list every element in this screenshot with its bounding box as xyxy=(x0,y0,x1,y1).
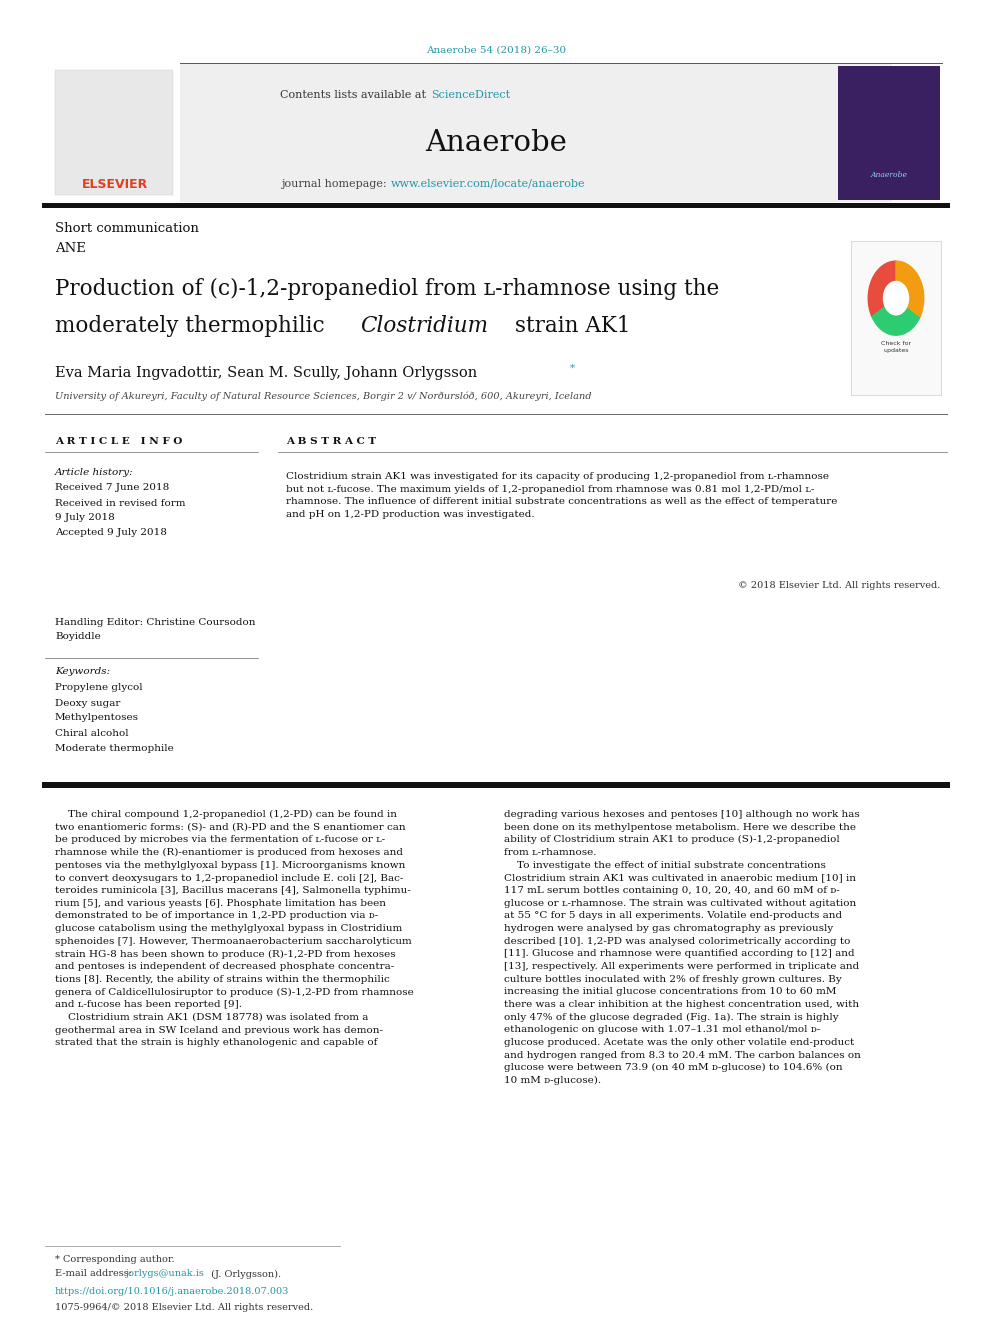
Text: 9 July 2018: 9 July 2018 xyxy=(55,513,115,523)
Text: Anaerobe: Anaerobe xyxy=(425,130,567,157)
Text: Article history:: Article history: xyxy=(55,467,134,476)
Text: * Corresponding author.: * Corresponding author. xyxy=(55,1256,175,1265)
Text: Propylene glycol: Propylene glycol xyxy=(55,684,143,692)
Text: A R T I C L E   I N F O: A R T I C L E I N F O xyxy=(55,438,183,446)
FancyBboxPatch shape xyxy=(851,241,940,394)
Text: Moderate thermophile: Moderate thermophile xyxy=(55,744,174,753)
Circle shape xyxy=(884,282,909,315)
Text: Clostridium: Clostridium xyxy=(360,315,488,337)
Text: ScienceDirect: ScienceDirect xyxy=(431,90,510,101)
Text: degrading various hexoses and pentoses [10] although no work has
been done on it: degrading various hexoses and pentoses [… xyxy=(504,810,861,1085)
Text: Chiral alcohol: Chiral alcohol xyxy=(55,729,129,737)
Text: Eva Maria Ingvadottir, Sean M. Scully, Johann Orlygsson: Eva Maria Ingvadottir, Sean M. Scully, J… xyxy=(55,366,477,380)
FancyBboxPatch shape xyxy=(42,782,950,789)
Text: ANE: ANE xyxy=(55,242,86,255)
Text: Production of (ᴄ)-1,2-propanediol from ʟ-rhamnose using the: Production of (ᴄ)-1,2-propanediol from ʟ… xyxy=(55,278,719,300)
Text: The chiral compound 1,2-propanediol (1,2-PD) can be found in
two enantiomeric fo: The chiral compound 1,2-propanediol (1,2… xyxy=(55,810,414,1048)
Text: moderately thermophilic: moderately thermophilic xyxy=(55,315,331,337)
Text: Accepted 9 July 2018: Accepted 9 July 2018 xyxy=(55,528,167,537)
Text: 1075-9964/© 2018 Elsevier Ltd. All rights reserved.: 1075-9964/© 2018 Elsevier Ltd. All right… xyxy=(55,1303,313,1311)
Text: © 2018 Elsevier Ltd. All rights reserved.: © 2018 Elsevier Ltd. All rights reserved… xyxy=(738,582,940,590)
Text: Deoxy sugar: Deoxy sugar xyxy=(55,699,120,708)
Text: E-mail address:: E-mail address: xyxy=(55,1270,135,1278)
FancyBboxPatch shape xyxy=(55,70,173,194)
Text: Received 7 June 2018: Received 7 June 2018 xyxy=(55,483,170,492)
Wedge shape xyxy=(868,261,896,316)
Text: journal homepage:: journal homepage: xyxy=(281,179,390,189)
Wedge shape xyxy=(896,261,924,316)
Text: Boyiddle: Boyiddle xyxy=(55,632,101,642)
Text: Contents lists available at: Contents lists available at xyxy=(281,90,430,101)
FancyBboxPatch shape xyxy=(50,64,180,202)
Text: strain AK1: strain AK1 xyxy=(508,315,631,337)
FancyBboxPatch shape xyxy=(838,66,940,200)
Text: Keywords:: Keywords: xyxy=(55,668,110,676)
Text: (J. Orlygsson).: (J. Orlygsson). xyxy=(208,1270,281,1278)
Text: A B S T R A C T: A B S T R A C T xyxy=(286,438,376,446)
FancyBboxPatch shape xyxy=(50,64,892,202)
Text: Methylpentoses: Methylpentoses xyxy=(55,713,139,722)
Text: Clostridium strain AK1 was investigated for its capacity of producing 1,2-propan: Clostridium strain AK1 was investigated … xyxy=(286,472,837,519)
FancyBboxPatch shape xyxy=(42,202,950,208)
Text: Handling Editor: Christine Coursodon: Handling Editor: Christine Coursodon xyxy=(55,618,256,627)
Text: www.elsevier.com/locate/anaerobe: www.elsevier.com/locate/anaerobe xyxy=(391,179,585,189)
Text: Short communication: Short communication xyxy=(55,221,198,234)
Text: *: * xyxy=(570,364,575,373)
Text: ELSEVIER: ELSEVIER xyxy=(82,179,148,192)
Text: jorlygs@unak.is: jorlygs@unak.is xyxy=(126,1270,205,1278)
Text: University of Akureyri, Faculty of Natural Resource Sciences, Borgir 2 v/ Norður: University of Akureyri, Faculty of Natur… xyxy=(55,392,591,401)
Text: Received in revised form: Received in revised form xyxy=(55,499,186,508)
Wedge shape xyxy=(872,298,920,335)
Text: Anaerobe: Anaerobe xyxy=(871,171,908,179)
Text: Check for
updates: Check for updates xyxy=(881,341,911,353)
Text: Anaerobe 54 (2018) 26–30: Anaerobe 54 (2018) 26–30 xyxy=(426,45,566,54)
Text: https://doi.org/10.1016/j.anaerobe.2018.07.003: https://doi.org/10.1016/j.anaerobe.2018.… xyxy=(55,1286,290,1295)
